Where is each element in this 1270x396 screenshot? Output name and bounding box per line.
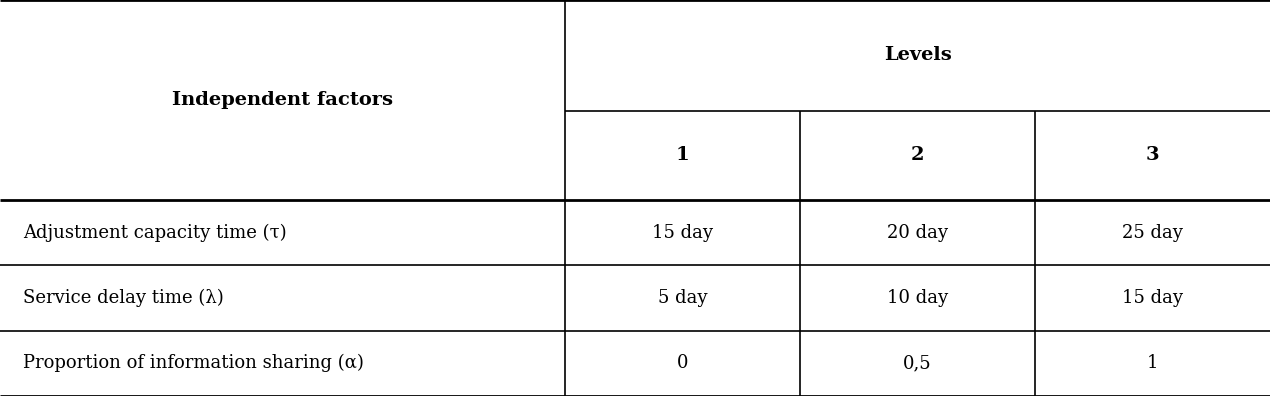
- Text: 15 day: 15 day: [1121, 289, 1184, 307]
- Text: 15 day: 15 day: [652, 224, 714, 242]
- Text: 0: 0: [677, 354, 688, 372]
- Text: 5 day: 5 day: [658, 289, 707, 307]
- Text: Proportion of information sharing (α): Proportion of information sharing (α): [23, 354, 363, 373]
- Text: Adjustment capacity time (τ): Adjustment capacity time (τ): [23, 223, 287, 242]
- Text: 1: 1: [1147, 354, 1158, 372]
- Text: 0,5: 0,5: [903, 354, 932, 372]
- Text: Independent factors: Independent factors: [171, 91, 394, 109]
- Text: 3: 3: [1146, 147, 1160, 164]
- Text: 2: 2: [911, 147, 925, 164]
- Text: Service delay time (λ): Service delay time (λ): [23, 289, 224, 307]
- Text: 25 day: 25 day: [1123, 224, 1182, 242]
- Text: 1: 1: [676, 147, 690, 164]
- Text: Levels: Levels: [884, 46, 951, 65]
- Text: 20 day: 20 day: [886, 224, 949, 242]
- Text: 10 day: 10 day: [886, 289, 949, 307]
